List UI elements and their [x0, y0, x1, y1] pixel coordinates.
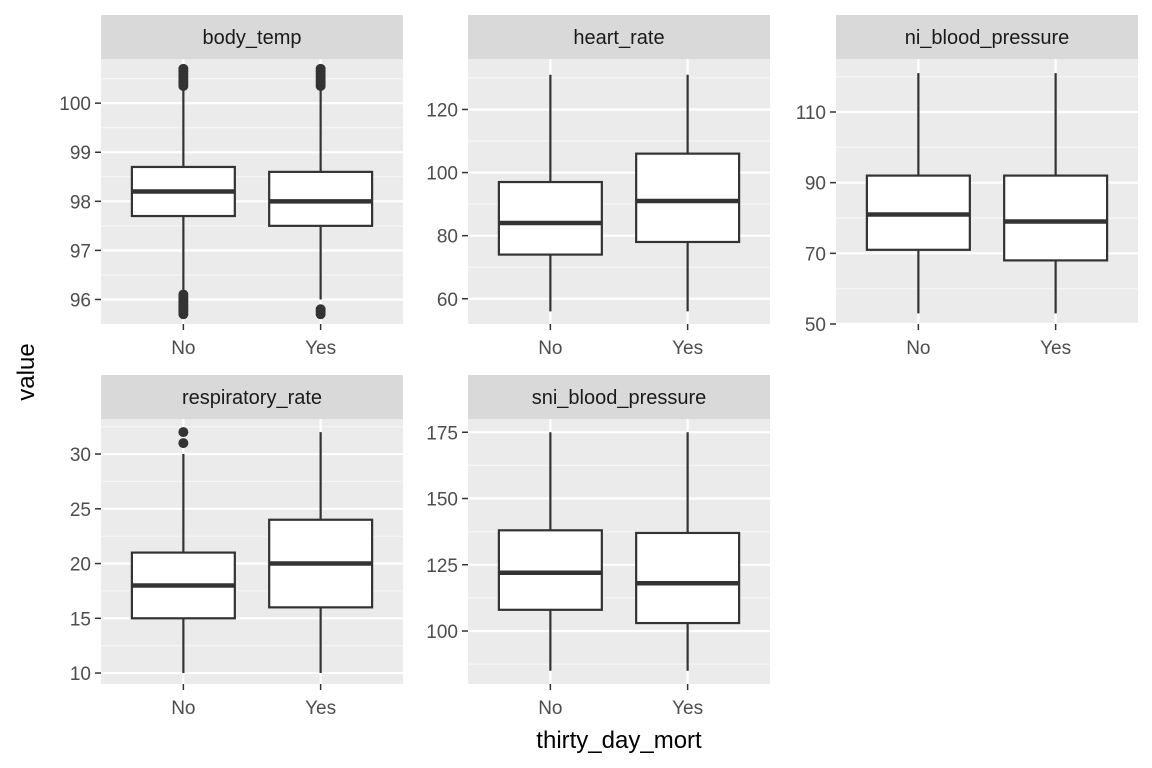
outlier-point: [178, 438, 189, 449]
y-tick-label: 15: [70, 609, 91, 630]
strip-background: [836, 15, 1138, 59]
y-tick-label: 30: [70, 445, 91, 466]
boxplot-respiratory_rate-Yes: [268, 432, 374, 674]
boxplot-ni_blood_pressure-Yes: [1003, 73, 1109, 314]
x-tick-label: Yes: [672, 698, 703, 719]
facet-panel-sni_blood_pressure: sni_blood_pressure 100 125 150 175 No Yes: [426, 375, 770, 719]
strip-label: sni_blood_pressure: [532, 387, 707, 409]
y-tick-label: 50: [805, 315, 826, 336]
strip-label: heart_rate: [573, 27, 664, 49]
x-tick-label: Yes: [1040, 338, 1071, 359]
strip-background: [101, 15, 403, 59]
iqr-box: [497, 180, 603, 256]
boxplot-body_temp-No: [130, 63, 236, 320]
y-tick-label: 20: [70, 555, 91, 576]
x-tick-label: No: [906, 338, 930, 359]
facet-panel-heart_rate: heart_rate 60 80 100 120 No Yes: [426, 15, 770, 359]
iqr-box: [1003, 174, 1109, 262]
boxplot-ni_blood_pressure-No: [865, 73, 971, 314]
boxplot-sni_blood_pressure-Yes: [635, 432, 741, 671]
y-tick-label: 90: [805, 174, 826, 195]
outlier-point: [178, 427, 189, 438]
y-tick-label: 99: [70, 143, 91, 164]
y-tick-label: 110: [796, 103, 826, 124]
strip-background: [101, 375, 403, 419]
y-tick-label: 125: [426, 556, 458, 577]
boxplot-sni_blood_pressure-No: [497, 432, 603, 671]
strip-background: [468, 15, 770, 59]
outlier-point: [315, 63, 326, 74]
iqr-box: [635, 531, 741, 625]
y-tick-label: 175: [426, 423, 458, 444]
outlier-point: [178, 289, 189, 300]
strip-background: [468, 375, 770, 419]
outlier-point: [178, 63, 189, 74]
strip-label: ni_blood_pressure: [905, 27, 1070, 49]
x-tick-label: Yes: [672, 338, 703, 359]
facet-panel-body_temp: body_temp 96 97 98 99 100 No Yes: [59, 15, 403, 359]
iqr-box: [497, 529, 603, 611]
boxplot-heart_rate-Yes: [635, 74, 741, 312]
y-tick-label: 70: [805, 244, 826, 265]
y-tick-label: 60: [437, 290, 458, 311]
strip-label: body_temp: [203, 27, 302, 49]
x-tick-label: Yes: [305, 338, 336, 359]
y-tick-label: 25: [70, 500, 91, 521]
iqr-box: [635, 152, 741, 244]
y-tick-label: 97: [70, 241, 91, 262]
facet-panel-respiratory_rate: respiratory_rate 10 15 20 25 30 No Yes: [70, 375, 403, 719]
x-tick-label: No: [171, 698, 195, 719]
boxplot-body_temp-Yes: [268, 63, 374, 320]
x-axis-title: thirty_day_mort: [536, 727, 702, 754]
y-tick-label: 100: [59, 94, 91, 115]
y-tick-label: 98: [70, 192, 91, 213]
strip-label: respiratory_rate: [182, 387, 322, 409]
y-tick-label: 100: [426, 164, 458, 185]
iqr-box: [268, 170, 374, 227]
y-tick-label: 96: [70, 290, 91, 311]
x-tick-label: No: [538, 338, 562, 359]
y-axis-title: value: [13, 343, 40, 400]
facet-panel-ni_blood_pressure: ni_blood_pressure 50 70 90 110 No Yes: [796, 15, 1138, 359]
x-tick-label: No: [538, 698, 562, 719]
x-tick-label: Yes: [305, 698, 336, 719]
x-tick-label: No: [171, 338, 195, 359]
y-tick-label: 10: [70, 664, 91, 685]
y-tick-label: 150: [426, 490, 458, 511]
y-tick-label: 80: [437, 227, 458, 248]
y-tick-label: 100: [426, 622, 458, 643]
outlier-point: [315, 304, 326, 315]
y-tick-label: 120: [426, 100, 458, 121]
boxplot-heart_rate-No: [497, 74, 603, 312]
boxplot-respiratory_rate-No: [130, 427, 236, 674]
